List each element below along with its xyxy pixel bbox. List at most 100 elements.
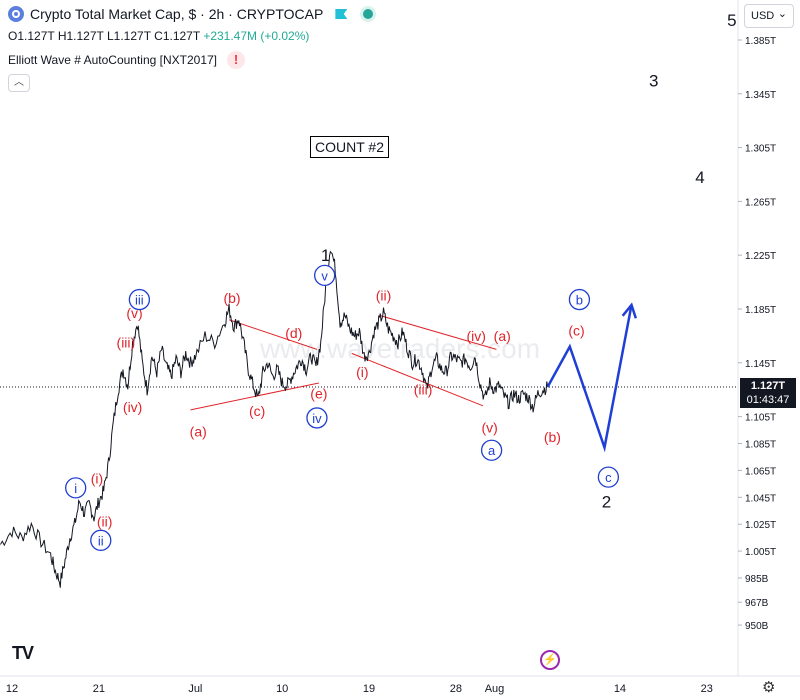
ohlc-high: H1.127T xyxy=(57,29,104,43)
channel-lines xyxy=(190,315,497,411)
x-tick-label: 28 xyxy=(450,683,462,695)
y-tick-label: 967B xyxy=(745,598,769,609)
wave-circle xyxy=(597,466,620,488)
bar-countdown: 01:43:47 xyxy=(746,394,790,406)
wave-circle xyxy=(65,477,87,499)
wave-label-red: (a) xyxy=(494,328,511,344)
wave-label-blue: i xyxy=(74,481,77,496)
wave-circle xyxy=(314,264,336,287)
y-tick-label: 1.225T xyxy=(745,251,776,262)
y-tick-label: 1.005T xyxy=(745,547,776,558)
ohlc-close: C1.127T xyxy=(154,29,200,43)
channel-line xyxy=(351,352,484,407)
indicator-row[interactable]: Elliott Wave # AutoCounting [NXT2017] ! xyxy=(8,51,246,69)
price-line xyxy=(0,250,549,588)
wave-label-red: (ii) xyxy=(97,514,113,530)
wave-circle xyxy=(568,288,591,311)
x-tick-label: 19 xyxy=(363,683,375,695)
projection-arrowhead xyxy=(621,302,638,319)
time-axis: 12 21 Jul 10 19 28 Aug 14 23 xyxy=(6,683,713,695)
wave-label-blue: c xyxy=(605,470,612,485)
wave-label-blue: ii xyxy=(98,533,104,548)
gear-icon[interactable]: ⚙ xyxy=(762,679,776,696)
ohlc-open: O1.127T xyxy=(8,29,55,43)
x-tick-label: Aug xyxy=(485,683,505,695)
wave-label-red: (i) xyxy=(356,364,368,380)
wave-label-degree: 4 xyxy=(695,168,704,187)
wave-label-red: (c) xyxy=(249,403,265,419)
wave-circle xyxy=(90,529,112,551)
lightning-icon[interactable]: ⚡ xyxy=(540,650,560,670)
wave-label-blue: iv xyxy=(312,411,322,426)
y-tick-label: 1.265T xyxy=(745,197,776,208)
flag-icon[interactable] xyxy=(335,9,348,19)
wave-label-red: (iii) xyxy=(117,335,136,351)
wave-label-red: (e) xyxy=(310,386,327,402)
wave-label-red: (b) xyxy=(544,429,561,445)
y-tick-label: 1.345T xyxy=(745,90,776,101)
wave-label-blue: v xyxy=(321,268,328,283)
ohlc-change: +231.47M (+0.02%) xyxy=(203,29,310,43)
wave-label-red: (d) xyxy=(285,325,302,341)
wave-circle xyxy=(128,288,151,311)
projection-path xyxy=(546,302,638,453)
wave-label-blue: b xyxy=(576,293,583,308)
chart-header: Crypto Total Market Cap, $ · 2h · CRYPTO… xyxy=(8,6,374,22)
y-tick-label: 1.145T xyxy=(745,359,776,370)
y-tick-label: 1.185T xyxy=(745,305,776,316)
y-tick-label: 1.105T xyxy=(745,413,776,424)
wave-label-red: (b) xyxy=(223,290,240,306)
y-tick-label: 950B xyxy=(745,621,769,632)
wave-label-red: (v) xyxy=(482,419,498,435)
y-tick-label: 1.025T xyxy=(745,520,776,531)
chart-title[interactable]: Crypto Total Market Cap, $ · 2h · CRYPTO… xyxy=(30,6,324,22)
wave-label-red: (a) xyxy=(190,423,207,439)
price-series xyxy=(0,250,549,588)
indicator-name[interactable]: Elliott Wave # AutoCounting [NXT2017] xyxy=(8,53,218,67)
x-tick-label: 21 xyxy=(93,683,105,695)
x-tick-label: 14 xyxy=(614,683,626,695)
count-label: COUNT #2 xyxy=(310,136,389,158)
price-axis: 1.385T 1.345T 1.305T 1.265T 1.225T 1.185T 1.14… xyxy=(738,36,776,632)
warning-icon[interactable]: ! xyxy=(227,51,246,69)
y-tick-label: 1.065T xyxy=(745,466,776,477)
channel-line xyxy=(228,319,318,350)
channel-line xyxy=(380,315,497,350)
ohlc-low: L1.127T xyxy=(106,29,151,43)
ohlc-readout: O1.127T H1.127T L1.127T C1.127T +231.47M… xyxy=(8,29,309,43)
wave-label-degree: 1 xyxy=(321,246,330,265)
last-price-value: 1.127T xyxy=(750,380,786,392)
wave-circle xyxy=(306,407,328,429)
y-tick-label: 1.045T xyxy=(745,493,776,504)
y-tick-label: 1.385T xyxy=(745,36,776,47)
projection-line xyxy=(546,304,633,453)
wave-label-red: (iv) xyxy=(123,399,142,415)
wave-label-degree: 5 xyxy=(727,11,736,30)
y-tick-label: 985B xyxy=(745,574,769,585)
x-tick-label: 23 xyxy=(701,683,713,695)
x-tick-label: 12 xyxy=(6,683,18,695)
wave-label-red: (ii) xyxy=(376,288,392,304)
x-tick-label: Jul xyxy=(188,683,202,695)
wave-label-red: (iii) xyxy=(414,382,433,398)
last-price-label: 1.127T 01:43:47 xyxy=(740,378,796,408)
symbol-logo-icon xyxy=(8,6,24,22)
wave-label-red: (c) xyxy=(568,323,584,339)
y-tick-label: 1.305T xyxy=(745,144,776,155)
collapse-legend-button[interactable]: ︿ xyxy=(8,74,30,92)
wave-labels: (v) (iii) (iv) (i) (ii) (a) (b) (c) (d) (e) (ii) (i… xyxy=(65,11,737,551)
tradingview-logo[interactable]: TV xyxy=(12,643,34,663)
channel-line xyxy=(190,382,319,411)
market-status-icon xyxy=(363,9,374,19)
wave-label-blue: a xyxy=(488,443,496,458)
x-tick-label: 10 xyxy=(276,683,288,695)
wave-label-red: (iv) xyxy=(466,328,485,344)
wave-circle xyxy=(480,439,503,461)
y-tick-label: 1.085T xyxy=(745,439,776,450)
wave-label-degree: 3 xyxy=(649,71,658,90)
wave-label-red: (i) xyxy=(91,470,103,486)
wave-label-degree: 2 xyxy=(602,492,611,511)
wave-label-blue: iii xyxy=(135,293,144,308)
currency-select[interactable]: USD xyxy=(744,4,794,28)
